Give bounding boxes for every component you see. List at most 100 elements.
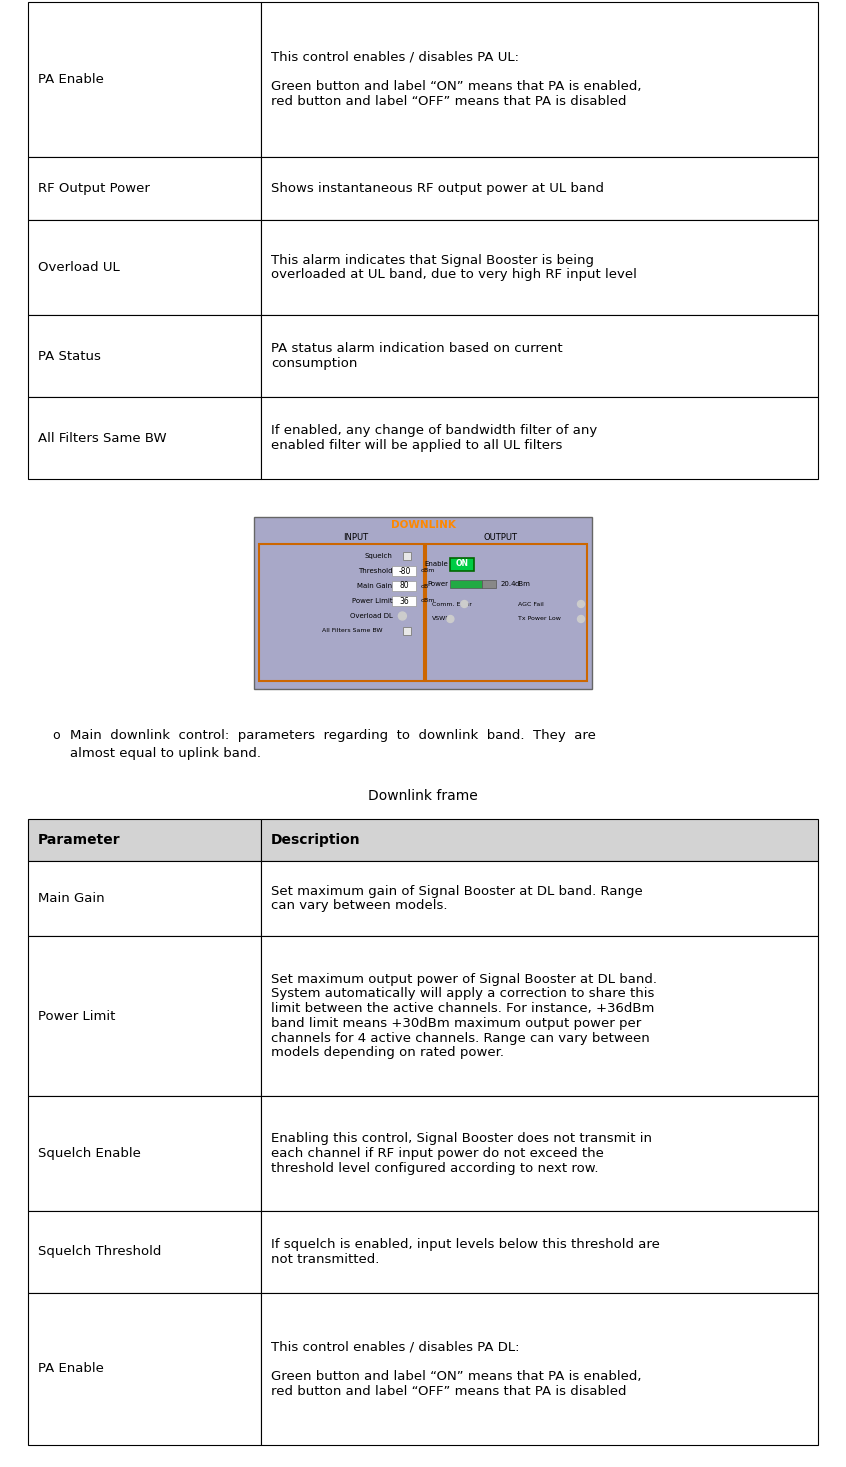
Bar xyxy=(261,1210,818,1292)
Text: PA Status: PA Status xyxy=(38,349,101,362)
Text: -80: -80 xyxy=(398,566,410,575)
Text: each channel if RF input power do not exceed the: each channel if RF input power do not ex… xyxy=(271,1147,604,1160)
Text: If enabled, any change of bandwidth filter of any: If enabled, any change of bandwidth filt… xyxy=(271,424,597,437)
Text: dB: dB xyxy=(420,584,429,588)
Text: DOWNLINK: DOWNLINK xyxy=(391,519,455,530)
Bar xyxy=(261,819,818,861)
Text: Overload DL: Overload DL xyxy=(349,613,393,619)
Bar xyxy=(28,1210,261,1292)
Bar xyxy=(426,544,587,681)
Bar xyxy=(261,157,818,220)
Bar xyxy=(404,626,411,635)
Text: PA Enable: PA Enable xyxy=(38,1363,104,1376)
Text: Main Gain: Main Gain xyxy=(357,582,393,588)
Text: Squelch: Squelch xyxy=(365,553,393,559)
Text: AGC Fail: AGC Fail xyxy=(518,601,543,606)
Text: almost equal to uplink band.: almost equal to uplink band. xyxy=(70,747,261,760)
Bar xyxy=(261,1292,818,1445)
Bar xyxy=(261,398,818,480)
Circle shape xyxy=(447,616,454,622)
Text: Set maximum gain of Signal Booster at DL band. Range: Set maximum gain of Signal Booster at DL… xyxy=(271,885,643,898)
Text: Squelch Threshold: Squelch Threshold xyxy=(38,1245,162,1259)
Bar xyxy=(261,315,818,398)
Text: Parameter: Parameter xyxy=(38,833,121,846)
Text: System automatically will apply a correction to share this: System automatically will apply a correc… xyxy=(271,987,655,1000)
Text: 36: 36 xyxy=(399,597,409,606)
Text: 80: 80 xyxy=(399,581,409,591)
Bar xyxy=(261,220,818,315)
Text: Overload UL: Overload UL xyxy=(38,261,120,274)
Text: enabled filter will be applied to all UL filters: enabled filter will be applied to all UL… xyxy=(271,439,563,452)
Bar xyxy=(28,157,261,220)
Circle shape xyxy=(578,616,585,622)
Text: Comm. Error: Comm. Error xyxy=(432,601,472,606)
Text: This control enables / disables PA UL:: This control enables / disables PA UL: xyxy=(271,51,519,65)
Bar xyxy=(450,579,482,588)
Text: Power Limit: Power Limit xyxy=(352,599,393,604)
Circle shape xyxy=(578,600,585,607)
Text: dBm: dBm xyxy=(514,581,530,587)
Text: Enable: Enable xyxy=(425,560,448,568)
Circle shape xyxy=(398,612,406,621)
Text: If squelch is enabled, input levels below this threshold are: If squelch is enabled, input levels belo… xyxy=(271,1238,660,1251)
Text: Squelch Enable: Squelch Enable xyxy=(38,1147,141,1160)
Text: This control enables / disables PA DL:: This control enables / disables PA DL: xyxy=(271,1341,519,1354)
Text: Main  downlink  control:  parameters  regarding  to  downlink  band.  They  are: Main downlink control: parameters regard… xyxy=(70,729,596,742)
Text: All Filters Same BW: All Filters Same BW xyxy=(38,431,167,445)
Text: Power Limit: Power Limit xyxy=(38,1009,115,1022)
Text: Threshold: Threshold xyxy=(358,568,393,574)
Text: OUTPUT: OUTPUT xyxy=(484,533,518,541)
Bar xyxy=(261,1,818,157)
Bar xyxy=(28,936,261,1096)
Bar xyxy=(28,220,261,315)
Bar xyxy=(28,1292,261,1445)
Text: PA status alarm indication based on current: PA status alarm indication based on curr… xyxy=(271,342,563,355)
Bar xyxy=(393,566,416,577)
Text: consumption: consumption xyxy=(271,356,357,370)
Bar xyxy=(261,861,818,936)
Bar xyxy=(28,315,261,398)
Bar xyxy=(254,516,592,689)
Bar xyxy=(261,1096,818,1210)
Text: Shows instantaneous RF output power at UL band: Shows instantaneous RF output power at U… xyxy=(271,182,604,195)
Text: models depending on rated power.: models depending on rated power. xyxy=(271,1046,504,1059)
Bar xyxy=(482,579,497,588)
Text: INPUT: INPUT xyxy=(343,533,368,541)
Text: 20.4: 20.4 xyxy=(500,581,516,587)
Text: Power: Power xyxy=(427,581,448,587)
Text: o: o xyxy=(52,729,59,742)
Bar xyxy=(28,398,261,480)
Bar xyxy=(393,581,416,591)
Bar xyxy=(259,544,425,681)
Circle shape xyxy=(461,600,468,607)
Text: All Filters Same BW: All Filters Same BW xyxy=(321,628,382,634)
Text: Green button and label “ON” means that PA is enabled,: Green button and label “ON” means that P… xyxy=(271,81,641,94)
Bar xyxy=(28,861,261,936)
Text: dBm: dBm xyxy=(420,569,435,574)
Bar xyxy=(28,819,261,861)
Text: RF Output Power: RF Output Power xyxy=(38,182,150,195)
Text: red button and label “OFF” means that PA is disabled: red button and label “OFF” means that PA… xyxy=(271,1385,627,1398)
Bar xyxy=(261,936,818,1096)
Text: dBm: dBm xyxy=(420,599,435,603)
Text: band limit means +30dBm maximum output power per: band limit means +30dBm maximum output p… xyxy=(271,1017,641,1030)
Text: Main Gain: Main Gain xyxy=(38,892,105,905)
Bar xyxy=(28,1,261,157)
Bar xyxy=(404,552,411,560)
Text: ON: ON xyxy=(456,559,469,569)
Text: not transmitted.: not transmitted. xyxy=(271,1253,379,1266)
Text: red button and label “OFF” means that PA is disabled: red button and label “OFF” means that PA… xyxy=(271,95,627,109)
Text: This alarm indicates that Signal Booster is being: This alarm indicates that Signal Booster… xyxy=(271,254,594,267)
Bar xyxy=(28,1096,261,1210)
Text: limit between the active channels. For instance, +36dBm: limit between the active channels. For i… xyxy=(271,1002,655,1015)
Text: PA Enable: PA Enable xyxy=(38,73,104,87)
Text: Green button and label “ON” means that PA is enabled,: Green button and label “ON” means that P… xyxy=(271,1370,641,1383)
Text: Enabling this control, Signal Booster does not transmit in: Enabling this control, Signal Booster do… xyxy=(271,1133,652,1146)
Text: can vary between models.: can vary between models. xyxy=(271,899,448,912)
Text: channels for 4 active channels. Range can vary between: channels for 4 active channels. Range ca… xyxy=(271,1031,650,1045)
Text: VSWR: VSWR xyxy=(432,616,451,622)
Text: Downlink frame: Downlink frame xyxy=(368,789,478,802)
Text: Set maximum output power of Signal Booster at DL band.: Set maximum output power of Signal Boost… xyxy=(271,973,657,986)
Text: Description: Description xyxy=(271,833,360,846)
Bar xyxy=(393,596,416,606)
